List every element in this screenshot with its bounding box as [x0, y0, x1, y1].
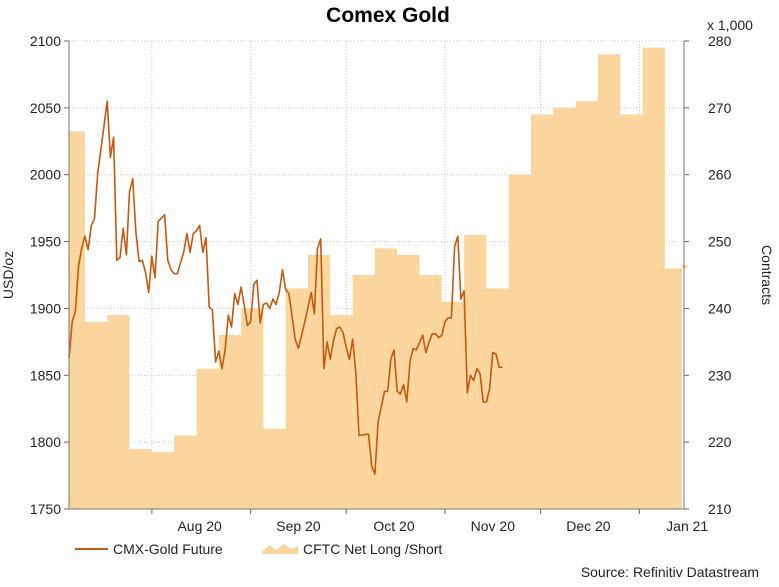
legend: CMX-Gold Future CFTC Net Long /Short: [75, 541, 442, 557]
gold-line-series: [68, 100, 503, 476]
right-tick-label: 230: [708, 367, 732, 383]
axes: 1750 1800 1850 1900 1950 2000 2050 2100 210 220 23…: [30, 33, 732, 534]
right-tick-label: 270: [708, 100, 732, 116]
left-tick-label: 1750: [30, 501, 61, 517]
left-tick-label: 2050: [30, 100, 61, 116]
legend-area-swatch: [262, 544, 298, 554]
x-tick-label: Sep 20: [276, 518, 321, 534]
x-tick-label: Jan 21: [666, 518, 708, 534]
left-tick-label: 1900: [30, 300, 61, 316]
source-note: Source: Refinitiv Datastream: [581, 564, 759, 580]
cftc-area: [69, 47, 688, 509]
left-tick-label: 2000: [30, 167, 61, 183]
right-tick-label: 240: [708, 300, 732, 316]
right-tick-label: 260: [708, 167, 732, 183]
legend-cftc-label: CFTC Net Long /Short: [303, 541, 442, 557]
right-tick-label: 280: [708, 33, 732, 49]
right-tick-label: 250: [708, 234, 732, 250]
left-tick-label: 1850: [30, 367, 61, 383]
right-tick-label: 210: [708, 501, 732, 517]
left-tick-label: 1950: [30, 234, 61, 250]
legend-gold-label: CMX-Gold Future: [113, 541, 223, 557]
right-axis-label: Contracts: [759, 245, 775, 305]
x-tick-label: Dec 20: [566, 518, 611, 534]
gold-price-line: [68, 100, 503, 476]
left-tick-label: 1800: [30, 434, 61, 450]
cftc-area-series: [69, 47, 688, 509]
right-axis-multiplier: x 1,000: [707, 17, 753, 33]
x-tick-label: Oct 20: [373, 518, 414, 534]
x-tick-label: Nov 20: [471, 518, 516, 534]
left-tick-label: 2100: [30, 33, 61, 49]
chart-title: Comex Gold: [326, 4, 450, 27]
x-tick-label: Aug 20: [177, 518, 222, 534]
left-axis-label: USD/oz: [0, 251, 16, 299]
right-tick-label: 220: [708, 434, 732, 450]
